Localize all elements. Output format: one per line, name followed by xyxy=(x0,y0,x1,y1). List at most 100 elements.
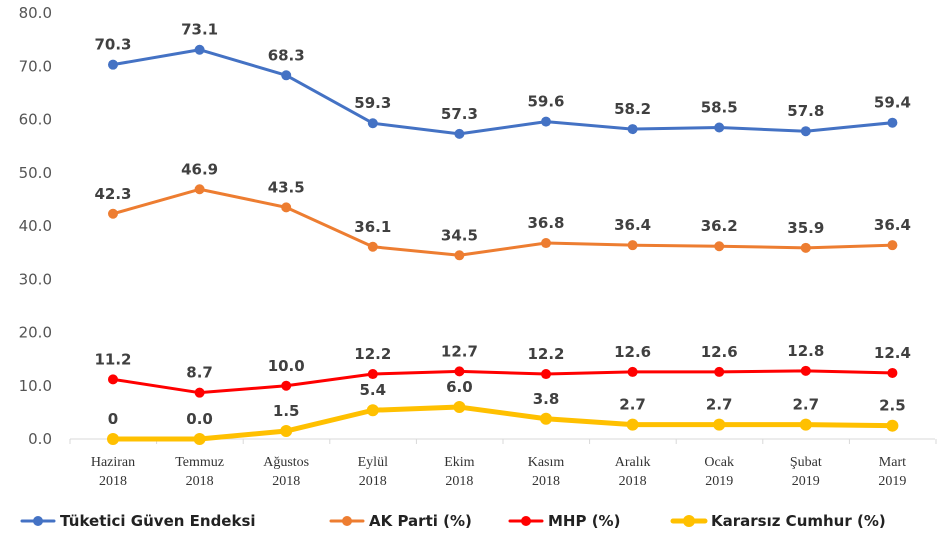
data-point xyxy=(800,126,811,137)
data-point xyxy=(367,369,378,380)
data-point xyxy=(281,202,292,213)
series-line xyxy=(110,404,895,442)
y-tick-label: 70.0 xyxy=(19,57,52,75)
data-point xyxy=(108,374,118,385)
data-label: 58.5 xyxy=(701,98,738,116)
data-point xyxy=(367,118,378,129)
legend-label: Kararsız Cumhur (%) xyxy=(711,512,886,530)
data-label: 36.2 xyxy=(701,217,738,235)
x-tick-label: Ekim 2018 xyxy=(444,455,474,489)
series-line xyxy=(111,369,894,395)
x-tick-label: Haziran 2018 xyxy=(91,455,135,489)
data-label: 59.4 xyxy=(874,94,911,112)
data-label: 57.8 xyxy=(787,102,824,120)
series-layer xyxy=(107,44,899,445)
data-point xyxy=(454,128,465,139)
data-label: 43.5 xyxy=(268,178,305,196)
data-label-layer: 70.3 73.1 68.3 59.3 57.3 59.6 58.2 58.5 57.8 59.4… xyxy=(94,21,910,428)
data-point xyxy=(541,116,551,127)
data-point xyxy=(714,366,725,377)
data-label: 57.3 xyxy=(441,105,478,123)
data-point xyxy=(108,208,118,219)
data-label: 12.4 xyxy=(874,344,911,362)
data-point xyxy=(280,425,293,438)
legend-marker xyxy=(342,516,352,526)
data-label: 8.7 xyxy=(186,364,213,382)
data-label: 36.1 xyxy=(354,218,391,236)
data-label: 46.9 xyxy=(181,160,218,178)
data-point xyxy=(194,387,205,398)
data-label: 11.2 xyxy=(94,350,131,368)
legend-marker xyxy=(33,516,43,526)
data-label: 68.3 xyxy=(268,46,305,64)
data-point xyxy=(714,241,725,252)
data-label: 59.6 xyxy=(527,93,564,111)
legend-label: MHP (%) xyxy=(548,512,620,530)
y-tick-label: 50.0 xyxy=(19,164,52,182)
data-point xyxy=(626,418,639,431)
data-label: 2.7 xyxy=(793,396,820,414)
data-label: 36.4 xyxy=(874,216,911,234)
x-tick-label: Şubat 2019 xyxy=(790,455,822,489)
y-tick-label: 20.0 xyxy=(19,324,52,342)
data-point xyxy=(800,242,811,253)
x-tick-label: Kasım 2018 xyxy=(528,455,565,489)
data-point xyxy=(714,122,725,133)
data-point xyxy=(367,241,378,252)
data-point xyxy=(540,412,552,425)
data-label: 36.8 xyxy=(527,214,564,232)
data-label: 58.2 xyxy=(614,100,651,118)
data-point xyxy=(887,367,898,378)
data-point xyxy=(194,184,205,195)
y-tick-label: 40.0 xyxy=(19,217,52,235)
data-point xyxy=(366,404,379,417)
data-point xyxy=(627,240,638,251)
y-tick-label: 80.0 xyxy=(19,4,52,22)
data-point xyxy=(281,380,292,391)
data-point xyxy=(887,240,898,251)
data-point xyxy=(453,401,466,414)
y-tick-label: 60.0 xyxy=(19,111,52,129)
legend-label: Tüketici Güven Endeksi xyxy=(60,512,256,530)
data-label: 70.3 xyxy=(94,36,131,54)
data-label: 2.7 xyxy=(619,396,646,414)
data-label: 36.4 xyxy=(614,216,651,234)
legend: Tüketici Güven Endeksi AK Parti (%) MHP (%… xyxy=(20,512,886,530)
data-point xyxy=(454,366,465,377)
series-line xyxy=(111,48,894,136)
data-label: 10.0 xyxy=(268,357,305,375)
series-line xyxy=(111,187,894,257)
x-tick-label: Aralık 2018 xyxy=(615,455,651,489)
data-label: 12.2 xyxy=(527,345,564,363)
data-point xyxy=(281,70,292,81)
data-label: 6.0 xyxy=(446,378,473,396)
data-label: 0.0 xyxy=(186,410,213,428)
data-label: 42.3 xyxy=(94,185,131,203)
legend-marker xyxy=(521,516,531,526)
data-point xyxy=(627,124,638,135)
data-label: 12.2 xyxy=(354,345,391,363)
data-label: 12.8 xyxy=(787,342,824,360)
data-label: 34.5 xyxy=(441,226,478,244)
data-label: 3.8 xyxy=(533,390,560,408)
x-tick-label: Ağustos 2018 xyxy=(263,455,309,489)
data-label: 12.7 xyxy=(441,342,478,360)
data-point xyxy=(800,365,811,376)
data-point xyxy=(627,366,638,377)
data-label: 12.6 xyxy=(701,343,738,361)
legend-label: AK Parti (%) xyxy=(369,512,472,530)
data-point xyxy=(713,418,726,431)
x-tick-label: Eylül 2018 xyxy=(358,455,388,489)
data-label: 2.5 xyxy=(879,397,906,415)
data-label: 2.7 xyxy=(706,396,733,414)
y-tick-label: 0.0 xyxy=(28,430,52,448)
data-label: 73.1 xyxy=(181,21,218,39)
data-point xyxy=(108,59,118,70)
data-point xyxy=(194,44,205,55)
y-tick-label: 30.0 xyxy=(19,270,52,288)
data-label: 1.5 xyxy=(273,402,300,420)
y-axis: 0.0 10.0 20.0 30.0 40.0 50.0 60.0 70.0 80.0 xyxy=(19,4,52,448)
data-point xyxy=(454,250,465,261)
data-label: 59.3 xyxy=(354,94,391,112)
